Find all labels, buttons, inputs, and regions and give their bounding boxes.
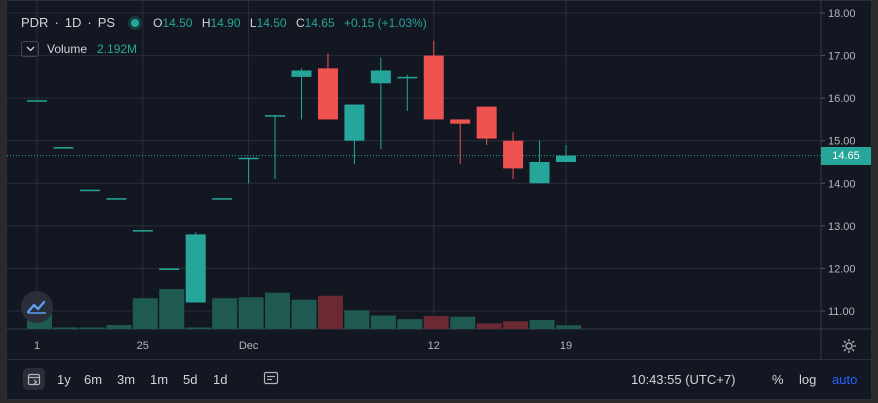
volume-bar [344,310,370,329]
x-tick-label: Dec [239,340,259,352]
range-1d-button[interactable]: 1d [213,372,228,387]
range-5d-button[interactable]: 5d [183,372,198,387]
candle-body [106,198,127,200]
candle-body [291,70,312,77]
volume-legend: Volume 2.192M [21,41,137,57]
x-tick-label: 19 [560,340,572,352]
log-scale-toggle[interactable]: log [799,372,817,387]
legend-separator: · [54,15,59,30]
close-label: C [295,15,305,30]
low-label: L [249,15,257,30]
y-tick-label: 13.00 [828,221,856,233]
volume-bar [397,319,423,329]
symbol-name[interactable]: PDR [21,15,49,30]
percent-scale-toggle[interactable]: % [772,372,784,387]
volume-bar [556,325,581,329]
interval-label[interactable]: 1D [64,15,82,30]
close-value: 14.65 [304,15,335,30]
candle-body [27,100,47,102]
high-label: H [201,15,211,30]
x-tick-label: 25 [137,340,149,352]
y-tick-label: 11.00 [828,306,855,318]
x-tick-label: 1 [34,340,40,352]
volume-bar [265,292,291,329]
candle-body [476,106,497,139]
compare-range-icon[interactable] [263,370,279,389]
high-value: 14.90 [210,15,241,30]
candle-body [79,189,100,192]
volume-bar [529,320,555,329]
volume-bar [291,299,317,329]
market-status-icon[interactable] [131,18,140,27]
candle-body [238,157,259,160]
x-tick-label: 12 [428,340,440,352]
y-tick-label: 12.00 [828,263,856,275]
candle-body [132,230,153,232]
y-tick-label: 16.00 [828,93,856,105]
chart-widget: 18.00 17.00 16.00 15.00 14.00 13.00 12.00 11.00… [6,0,872,400]
volume-bar [317,295,343,329]
volume-value: 2.192M [97,42,138,56]
ohlc-values: O14.50 H14.90 L14.50 C14.65 +0.15 (+1.03… [153,16,433,30]
volume-bar [423,316,449,329]
volume-bar [159,289,185,329]
volume-bar [132,298,158,329]
legend-header: PDR · 1D · PS O14.50 H14.90 L14.50 C14.6… [21,15,433,30]
candle-body [53,147,74,149]
volume-bar [370,315,396,329]
y-tick-label: 17.00 [828,51,856,63]
clock-timezone[interactable]: 10:43:55 (UTC+7) [631,372,736,387]
candle-body [529,162,550,184]
range-6m-button[interactable]: 6m [84,372,103,387]
volume-label[interactable]: Volume [47,42,88,56]
volume-bar [238,297,264,329]
candle-body [370,70,391,84]
change-value: +0.15 (+1.03%) [343,15,427,30]
range-3m-button[interactable]: 3m [117,372,136,387]
legend-separator: · [87,15,92,30]
exchange-label[interactable]: PS [97,15,116,30]
candle-body [397,76,418,79]
open-value: 14.50 [162,15,193,30]
range-1m-button[interactable]: 1m [150,372,169,387]
candle-body [159,268,180,270]
calendar-goto-icon[interactable] [23,368,45,390]
last-price-label: 14.65 [821,146,871,165]
volume-bar [212,298,238,329]
volume-bar [503,321,529,329]
chart-canvas[interactable]: 18.00 17.00 16.00 15.00 14.00 13.00 12.00 11.00… [7,1,872,359]
y-tick-label: 15.00 [828,136,856,148]
volume-bar [53,327,79,329]
range-1y-button[interactable]: 1y [57,372,71,387]
bottom-toolbar: 1y 6m 3m 1m 5d 1d 10:43:55 (UTC+7) % log… [7,359,871,399]
candle-body [503,140,524,169]
volume-bar [450,316,476,329]
volume-bar [106,325,132,329]
gear-icon[interactable] [840,337,858,355]
candle-body [185,234,206,303]
volume-bar [79,327,105,329]
candle-body [450,119,471,124]
candle-body [556,155,576,162]
y-tick-label: 14.00 [828,178,856,190]
low-value: 14.50 [256,15,287,30]
candle-body [317,68,338,120]
candle-body [344,104,365,141]
candle-body [212,198,233,200]
y-tick-label: 18.00 [828,8,856,20]
candle-body [423,55,444,120]
chevron-down-icon[interactable] [21,41,39,57]
candle-body [265,115,286,117]
volume-bar [476,323,502,329]
auto-scale-toggle[interactable]: auto [832,372,858,387]
tradingview-logo-icon[interactable] [21,291,53,323]
volume-bar [185,327,211,329]
open-label: O [153,15,163,30]
